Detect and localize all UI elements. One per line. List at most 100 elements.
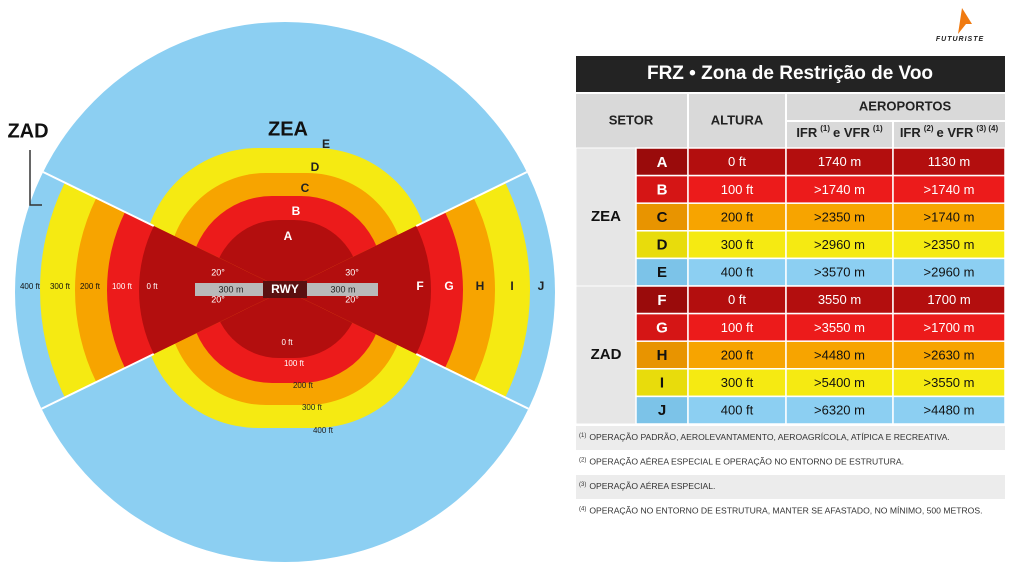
- ring-height: 0 ft: [281, 338, 293, 347]
- ring-height: 200 ft: [293, 381, 314, 390]
- sector-height: 100 ft: [112, 282, 133, 291]
- superscript: (1): [820, 124, 830, 133]
- runway-length: 300 m: [330, 284, 355, 294]
- sector-height: 0 ft: [146, 282, 158, 291]
- sector-height: 300 ft: [50, 282, 71, 291]
- value-cell: 300 ft: [721, 237, 754, 252]
- footnote-bg: [576, 426, 1005, 450]
- sector-cell: C: [657, 209, 668, 226]
- zone-letter: D: [311, 160, 320, 174]
- superscript: (1): [873, 124, 883, 133]
- table-title: FRZ • Zona de Restrição de Voo: [647, 63, 933, 84]
- group-name: ZAD: [591, 346, 622, 363]
- value-cell: 1130 m: [928, 154, 970, 169]
- footnote-ref: (3): [579, 482, 586, 488]
- footnote: (1) OPERAÇÃO PADRÃO, AEROLEVANTAMENTO, AE…: [579, 432, 950, 442]
- footnote-text: OPERAÇÃO NO ENTORNO DE ESTRUTURA, MANTER…: [589, 506, 982, 516]
- cell: [687, 147, 787, 177]
- value-cell: 0 ft: [728, 292, 746, 307]
- value-cell: >2630 m: [924, 347, 975, 362]
- value-cell: 1700 m: [927, 292, 970, 307]
- value-cell: >4480 m: [924, 403, 975, 418]
- group-cell: [575, 285, 637, 425]
- footnote-text: OPERAÇÃO AÉREA ESPECIAL.: [589, 481, 715, 491]
- cell: [687, 285, 787, 315]
- zone-letter: A: [284, 229, 293, 243]
- value-cell: >2960 m: [814, 237, 865, 252]
- cell: [785, 312, 894, 342]
- sector-cell: J: [658, 402, 666, 419]
- footnote: (3) OPERAÇÃO AÉREA ESPECIAL.: [579, 481, 715, 491]
- value-cell: >1740 m: [814, 182, 865, 197]
- value-cell: >2350 m: [924, 237, 975, 252]
- cell: [635, 368, 689, 398]
- group-name: ZEA: [591, 208, 621, 225]
- cell: [687, 230, 787, 260]
- cell: [892, 174, 1006, 204]
- value-cell: 200 ft: [721, 209, 754, 224]
- zone-letter: B: [292, 204, 301, 218]
- value-cell: 0 ft: [728, 154, 746, 169]
- footnote-bg: [576, 499, 1005, 524]
- value-cell: >1700 m: [924, 320, 975, 335]
- sector-cell: D: [657, 237, 668, 254]
- zone-letter: C: [301, 181, 310, 195]
- header-altura: ALTURA: [711, 112, 764, 127]
- value-cell: >4480 m: [814, 347, 865, 362]
- header-setor: SETOR: [609, 112, 654, 127]
- cell: [892, 395, 1006, 425]
- value-cell: 100 ft: [721, 320, 754, 335]
- zad-label: ZAD: [7, 120, 48, 142]
- ring-height: 300 ft: [302, 403, 323, 412]
- angle-label: 20°: [345, 294, 359, 304]
- value-cell: >3550 m: [814, 320, 865, 335]
- cell: [892, 285, 1006, 315]
- footnote: (4) OPERAÇÃO NO ENTORNO DE ESTRUTURA, MAN…: [579, 506, 982, 516]
- sector-cell: E: [657, 264, 667, 281]
- angle-label: 20°: [211, 267, 225, 277]
- sector-cell: G: [656, 319, 668, 336]
- cell: [785, 368, 894, 398]
- footnote-text: OPERAÇÃO AÉREA ESPECIAL E OPERAÇÃO NO EN…: [589, 457, 904, 467]
- angle-label: 20°: [211, 294, 225, 304]
- logo-text: FUTURISTE: [936, 36, 984, 43]
- sector-letter: I: [510, 279, 513, 293]
- zad-bracket: [29, 150, 42, 206]
- cell: [635, 174, 689, 204]
- cell: [892, 368, 1006, 398]
- sector-letter: J: [538, 279, 545, 293]
- value-cell: >1740 m: [924, 182, 975, 197]
- footnote-bg: [576, 475, 1005, 499]
- value-cell: 400 ft: [721, 403, 754, 418]
- value-cell: >3570 m: [814, 265, 865, 280]
- value-cell: 400 ft: [721, 265, 754, 280]
- sector-height: 400 ft: [20, 282, 41, 291]
- sector-letter: H: [476, 279, 485, 293]
- sector-cell: A: [657, 154, 668, 171]
- footnote-bg: [576, 450, 1005, 475]
- header-part: IFR: [900, 125, 922, 140]
- value-cell: >1740 m: [924, 209, 975, 224]
- sector-letter: F: [416, 279, 423, 293]
- footnote-ref: (1): [579, 433, 586, 439]
- value-cell: >2960 m: [924, 265, 975, 280]
- header-col: IFR (2) e VFR (3) (4): [900, 124, 999, 140]
- header-part: e VFR: [937, 125, 974, 140]
- value-cell: 100 ft: [721, 182, 754, 197]
- ring-height: 100 ft: [284, 359, 305, 368]
- runway-label: RWY: [271, 282, 299, 296]
- header-col: IFR (1) e VFR (1): [796, 124, 883, 140]
- cell: [635, 340, 689, 370]
- value-cell: 1740 m: [818, 154, 861, 169]
- value-cell: 200 ft: [721, 347, 754, 362]
- cell: [785, 285, 894, 315]
- footnote-ref: (4): [579, 506, 586, 512]
- sector-height: 200 ft: [80, 282, 101, 291]
- logo-icon: [958, 8, 972, 34]
- value-cell: >6320 m: [814, 403, 865, 418]
- cell: [892, 340, 1006, 370]
- header-part: IFR: [796, 125, 818, 140]
- value-cell: 3550 m: [818, 292, 861, 307]
